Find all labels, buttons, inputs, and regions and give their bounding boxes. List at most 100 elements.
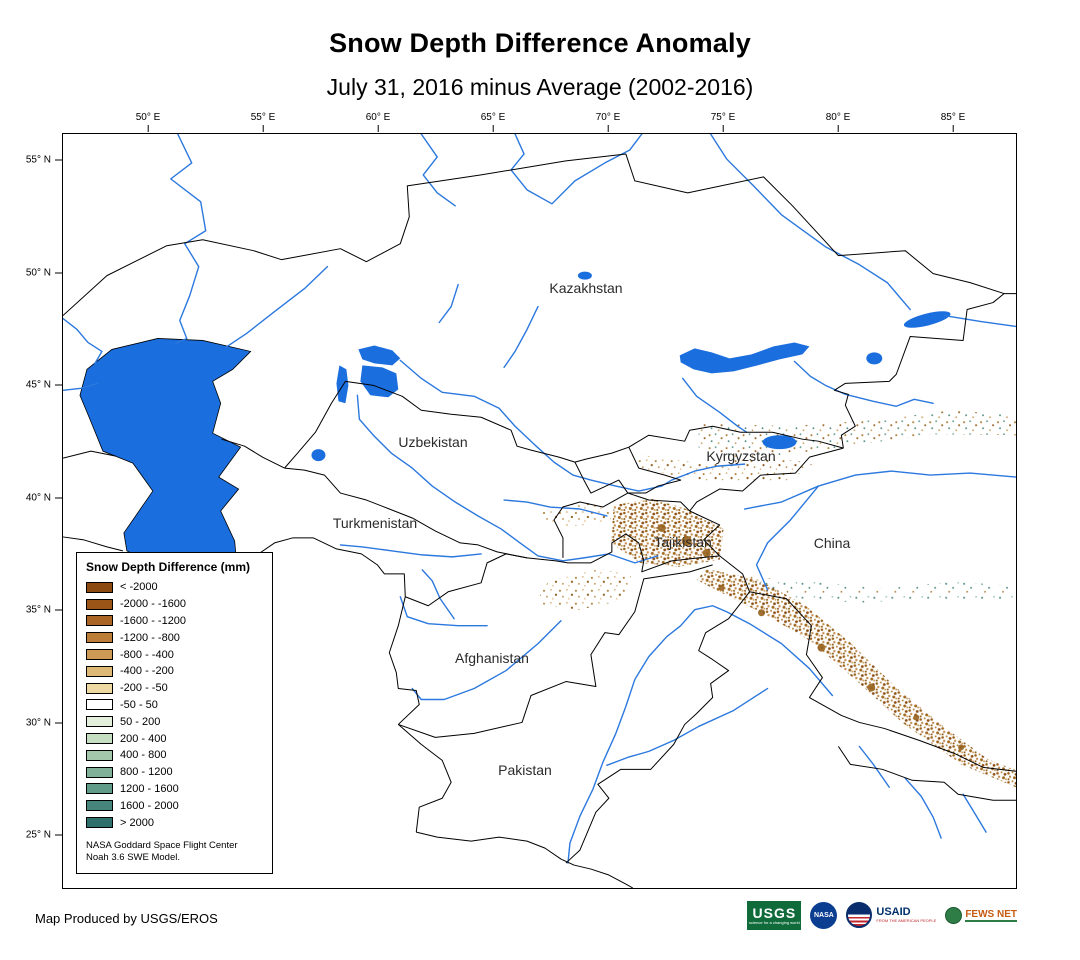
latitude-tick-label: 25° N: [26, 830, 62, 841]
irtysh-river: [709, 134, 911, 311]
afghanistan-north-border: [526, 533, 720, 573]
legend-row: -2000 - -1600: [86, 596, 263, 613]
indus-river: [567, 605, 834, 864]
ghaghara-river: [858, 745, 890, 788]
legend-row: > 2000: [86, 814, 263, 831]
lake-zaysan: [903, 311, 951, 328]
legend-row: 1200 - 1600: [86, 781, 263, 798]
sarygamysh-lake: [311, 449, 326, 462]
legend-row: 800 - 1200: [86, 764, 263, 781]
latitude-axis: 55° N 50° N 45° N 40° N 35° N 30° N 25: [10, 133, 62, 889]
tick-mark: [837, 125, 839, 132]
legend-row: 200 - 400: [86, 730, 263, 747]
kazakhstan-uzbekistan-border: [284, 380, 629, 469]
murghab-river: [421, 569, 455, 620]
longitude-axis: 50° E 55° E 60° E 65° E 70° E 75° E 80: [62, 112, 1017, 133]
legend-label: -400 - -200: [120, 665, 174, 678]
arabian-sea-coastline: [416, 831, 634, 888]
usaid-seal-icon: [846, 902, 873, 928]
latitude-tick-label: 50° N: [26, 268, 62, 279]
legend-label: 400 - 800: [120, 749, 167, 762]
tobol-river: [420, 134, 456, 207]
iran-pakistan-border: [397, 724, 452, 833]
legend-label: < -2000: [120, 581, 158, 594]
syr-darya-river: [399, 359, 746, 492]
fewsnet-globe-icon: [945, 906, 963, 924]
longitude-tick-label: 50° E: [136, 112, 160, 132]
aral-sea-west: [336, 365, 349, 404]
legend-swatch: [86, 749, 113, 761]
latitude-tick-label: 45° N: [26, 380, 62, 391]
usgs-logo: USGS science for a changing world: [747, 900, 802, 930]
legend-swatch: [86, 817, 113, 829]
snow-anomaly-kyrgyz-range: [629, 453, 814, 481]
kazakhstan-china-border: [833, 293, 1005, 449]
iran-azerbaijan-border: [63, 536, 123, 552]
iran-afghanistan-border: [388, 596, 420, 725]
legend-swatch: [86, 649, 113, 661]
kyrgyzstan-tajikistan-border: [627, 492, 691, 512]
legend-row: 400 - 800: [86, 747, 263, 764]
snow-anomaly-layer: [536, 410, 1016, 788]
tick-mark: [492, 125, 494, 132]
volga-river: [63, 317, 103, 365]
longitude-tick-label: 75° E: [711, 112, 735, 132]
kazakhstan-kyrgyzstan-border: [628, 425, 844, 449]
sutlej-river: [606, 687, 769, 767]
tick-mark: [607, 125, 609, 132]
legend-swatch: [86, 766, 113, 778]
snow-anomaly-karakoram-himalaya: [696, 568, 1016, 788]
latitude-tick-label: 35° N: [26, 605, 62, 616]
tick-mark: [55, 272, 62, 274]
longitude-tick-label: 65° E: [481, 112, 505, 132]
nasa-logo: NASA: [810, 901, 838, 929]
ishim-river: [510, 134, 643, 205]
black-irtysh-river: [943, 314, 1016, 328]
legend-label: -800 - -400: [120, 648, 174, 661]
water-layer: [79, 271, 951, 570]
legend-row: 1600 - 2000: [86, 797, 263, 814]
legend-label: 1200 - 1600: [120, 782, 179, 795]
tick-mark: [147, 125, 149, 132]
legend: Snow Depth Difference (mm) < -2000 -2000…: [76, 552, 273, 874]
caspian-sea: [79, 338, 252, 570]
latitude-tick-label: 55° N: [26, 155, 62, 166]
longitude-tick-label: 55° E: [251, 112, 275, 132]
issyk-kul-lake: [762, 435, 797, 450]
afghanistan-pakistan-border: [398, 564, 713, 738]
legend-label: 200 - 400: [120, 732, 167, 745]
lake-alakol: [866, 352, 883, 365]
india-pakistan-border: [565, 591, 750, 864]
legend-note-line2: Noah 3.6 SWE Model.: [86, 852, 180, 864]
tick-mark: [262, 125, 264, 132]
fewsnet-logo: FEWS NET: [945, 906, 1017, 924]
tick-mark: [952, 125, 954, 132]
legend-swatch: [86, 598, 113, 610]
latitude-tick-label: 30° N: [26, 718, 62, 729]
legend-swatch: [86, 632, 113, 644]
ganges-tributary-1: [904, 777, 942, 839]
turkmenistan-uzbekistan-border: [284, 467, 528, 559]
legend-label: -50 - 50: [120, 698, 158, 711]
legend-swatch: [86, 699, 113, 711]
legend-row: -1200 - -800: [86, 629, 263, 646]
iran-turkmenistan-border: [237, 537, 406, 597]
legend-note-line1: NASA Goddard Space Flight Center: [86, 839, 238, 851]
kazakhstan-turkmenistan-border: [221, 438, 285, 469]
legend-label: 1600 - 2000: [120, 799, 179, 812]
map-subtitle: July 31, 2016 minus Average (2002-2016): [326, 74, 754, 100]
legend-label: -200 - -50: [120, 682, 168, 695]
sarysu-river: [503, 305, 539, 369]
russia-azerbaijan-border: [63, 450, 116, 459]
ural-river: [170, 134, 207, 345]
emba-river: [224, 265, 329, 349]
usaid-logo: USAID FROM THE AMERICAN PEOPLE: [846, 902, 936, 928]
legend-row: -800 - -400: [86, 646, 263, 663]
legend-items: < -2000 -2000 - -1600 -1600 - -1200: [86, 579, 263, 831]
map-graphic: [63, 134, 1016, 888]
yarkand-river: [755, 485, 820, 591]
tick-mark: [55, 497, 62, 499]
map-canvas: Kazakhstan Uzbekistan Turkmenistan Kyrgy…: [62, 133, 1017, 889]
india-nepal-border: [837, 746, 1016, 801]
legend-swatch: [86, 733, 113, 745]
